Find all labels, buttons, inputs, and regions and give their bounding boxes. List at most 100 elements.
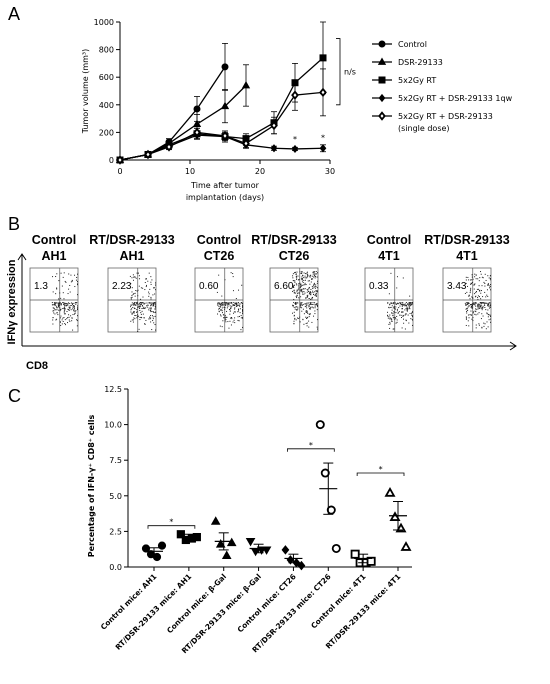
data-point (384, 486, 396, 497)
flow-event (389, 321, 391, 323)
flow-event (405, 304, 407, 306)
flow-event (139, 278, 141, 280)
flow-event (150, 308, 152, 310)
flow-event (467, 320, 469, 322)
flow-event (315, 304, 317, 306)
flow-event (130, 298, 132, 300)
flow-event (242, 306, 243, 308)
flow-event (133, 303, 135, 305)
flow-event (77, 281, 78, 283)
flow-event (317, 328, 318, 330)
flow-event (133, 312, 135, 314)
flow-event (470, 306, 472, 308)
flow-event (235, 302, 237, 304)
flow-event (134, 276, 136, 278)
flow-event (480, 271, 482, 273)
flow-event (293, 286, 295, 288)
flow-event (63, 311, 65, 313)
flow-event (147, 280, 149, 282)
flow-event (474, 302, 476, 304)
flow-event (309, 302, 311, 304)
flow-event (300, 305, 302, 307)
flow-event (390, 318, 392, 320)
flow-event (136, 272, 138, 274)
flow-event (487, 304, 489, 306)
flow-event (67, 302, 69, 304)
flow-event (476, 288, 478, 290)
flow-event (221, 310, 223, 312)
flow-event (234, 322, 236, 324)
flow-event (155, 302, 156, 304)
flow-event (478, 323, 480, 325)
flow-event (295, 306, 297, 308)
flow-event (236, 302, 238, 304)
flow-event (479, 289, 481, 291)
flow-event (77, 308, 78, 310)
flow-event (141, 305, 143, 307)
flow-event (134, 318, 136, 320)
flow-event (481, 307, 483, 309)
flow-event (490, 284, 491, 286)
flow-event (63, 307, 65, 309)
flow-event (402, 303, 404, 305)
flow-event (56, 309, 58, 311)
flow-event (237, 311, 239, 313)
panel-c-letter: C (8, 386, 21, 406)
flow-event (485, 309, 487, 311)
flow-event (311, 275, 313, 277)
flow-event (152, 320, 154, 322)
y-tick-label: 200 (99, 128, 114, 137)
flow-event (143, 303, 145, 305)
flow-event (465, 318, 467, 320)
flow-event (242, 309, 243, 311)
flow-event (475, 302, 477, 304)
flow-event (389, 304, 391, 306)
flow-event (224, 317, 226, 319)
flow-event (412, 324, 413, 326)
flow-event (225, 316, 227, 318)
flow-event (411, 311, 413, 313)
flow-event (314, 273, 316, 275)
flow-event (302, 308, 304, 310)
flow-event (292, 312, 294, 314)
flow-event (297, 275, 299, 277)
flow-event (407, 307, 409, 309)
flow-event (64, 323, 66, 325)
flow-event (58, 302, 60, 304)
flow-event (155, 311, 156, 313)
flow-event (472, 306, 474, 308)
sample-title: Control (196, 233, 242, 247)
flow-event (229, 317, 231, 319)
flow-event (477, 308, 479, 310)
flow-event (310, 293, 312, 295)
flow-event (60, 297, 62, 299)
flow-event (136, 311, 138, 313)
flow-event (396, 276, 398, 278)
flow-event (314, 287, 316, 289)
flow-event (489, 279, 491, 281)
legend-marker (378, 111, 386, 121)
flow-event (309, 291, 311, 293)
sample-subtitle: 4T1 (456, 249, 478, 263)
flow-event (393, 306, 395, 308)
data-point (326, 505, 336, 515)
flow-event (64, 303, 66, 305)
flow-event (63, 303, 65, 305)
flow-event (477, 288, 479, 290)
flow-event (482, 296, 484, 298)
flow-event (410, 303, 412, 305)
flow-event (401, 302, 403, 304)
flow-event (392, 303, 394, 305)
flow-event (305, 322, 307, 324)
flow-event (478, 280, 480, 282)
flow-event (301, 276, 303, 278)
flow-event (148, 293, 150, 295)
flow-event (484, 282, 486, 284)
flow-event (55, 302, 57, 304)
flow-event (308, 313, 310, 315)
data-point (215, 539, 226, 548)
flow-event (306, 296, 308, 298)
flow-event (308, 298, 310, 300)
flow-event (293, 291, 295, 293)
